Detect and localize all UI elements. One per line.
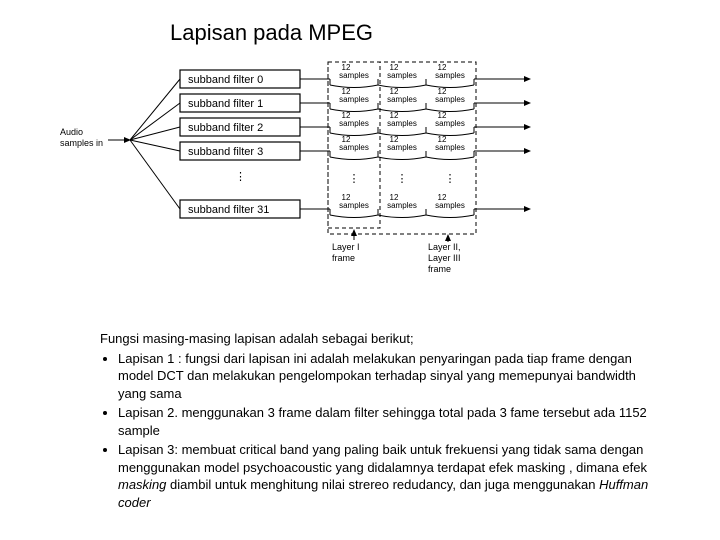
samples-ellipsis-2: ⋮: [397, 173, 408, 185]
mpeg-layer-diagram: Audio samples in subband f: [60, 60, 620, 300]
filter-3: subband filter 3: [180, 142, 300, 160]
filter-1: subband filter 1: [180, 94, 300, 112]
filter-31: subband filter 31: [180, 200, 300, 218]
bullet-1: Lapisan 1 : fungsi dari lapisan ini adal…: [118, 350, 660, 403]
page-title: Lapisan pada MPEG: [170, 20, 373, 46]
samples-row-2: 12 samples 12 samples 12 samples: [300, 111, 530, 136]
svg-text:Audio: Audio: [60, 127, 83, 137]
bullet-2: Lapisan 2. menggunakan 3 frame dalam fil…: [118, 404, 660, 439]
samples-row-0: 12 samples 12 samples 12 samples: [300, 63, 530, 88]
svg-text:samples: samples: [339, 119, 369, 128]
svg-text:subband filter 2: subband filter 2: [188, 122, 263, 134]
bullet-3: Lapisan 3: membuat critical band yang pa…: [118, 441, 660, 511]
svg-text:subband filter 31: subband filter 31: [188, 204, 269, 216]
filter-2: subband filter 2: [180, 118, 300, 136]
svg-text:samples: samples: [339, 143, 369, 152]
svg-text:samples: samples: [387, 143, 417, 152]
svg-text:subband filter 0: subband filter 0: [188, 74, 263, 86]
svg-text:samples: samples: [435, 119, 465, 128]
samples-ellipsis-3: ⋮: [445, 173, 456, 185]
svg-text:samples: samples: [435, 201, 465, 210]
svg-text:samples: samples: [339, 71, 369, 80]
body-text: Fungsi masing-masing lapisan adalah seba…: [100, 330, 660, 513]
svg-text:samples: samples: [339, 201, 369, 210]
samples-row-3: 12 samples 12 samples 12 samples: [300, 135, 530, 160]
svg-text:Layer II,: Layer II,: [428, 242, 461, 252]
svg-text:frame: frame: [428, 264, 451, 274]
svg-text:samples: samples: [387, 95, 417, 104]
svg-text:subband filter 1: subband filter 1: [188, 98, 263, 110]
svg-text:samples: samples: [435, 95, 465, 104]
input-label: Audio samples in: [60, 127, 103, 148]
svg-text:samples: samples: [387, 71, 417, 80]
svg-text:frame: frame: [332, 253, 355, 263]
filter-0: subband filter 0: [180, 70, 300, 88]
samples-ellipsis-1: ⋮: [349, 173, 360, 185]
svg-text:samples: samples: [435, 71, 465, 80]
svg-text:samples: samples: [387, 119, 417, 128]
svg-text:Layer I: Layer I: [332, 242, 360, 252]
samples-row-1: 12 samples 12 samples 12 samples: [300, 87, 530, 112]
body-lead: Fungsi masing-masing lapisan adalah seba…: [100, 330, 660, 348]
samples-row-31: 12 samples 12 samples 12 samples: [300, 193, 530, 218]
svg-text:subband filter 3: subband filter 3: [188, 146, 263, 158]
svg-text:Layer III: Layer III: [428, 253, 461, 263]
svg-text:samples in: samples in: [60, 138, 103, 148]
layer23-frame-label: Layer II, Layer III frame: [428, 242, 461, 274]
svg-text:samples: samples: [339, 95, 369, 104]
svg-text:samples: samples: [387, 201, 417, 210]
svg-text:samples: samples: [435, 143, 465, 152]
filter-ellipsis: ⋮: [235, 171, 246, 183]
layer1-frame-label: Layer I frame: [332, 242, 360, 263]
